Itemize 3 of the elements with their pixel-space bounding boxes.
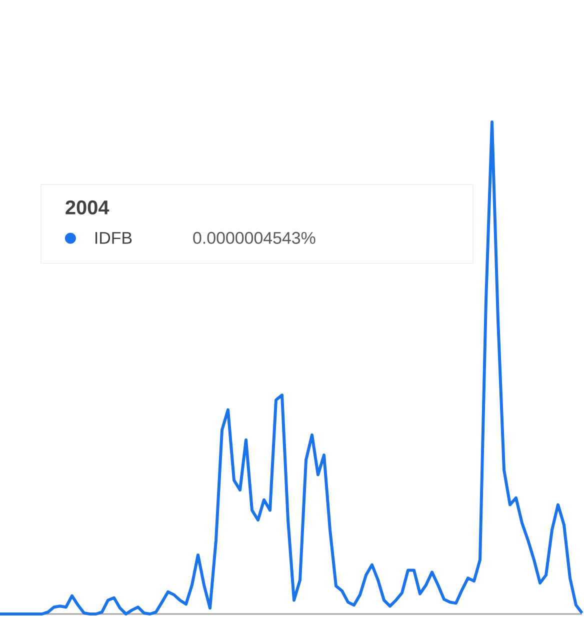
annotation: 0.0000004543% <box>193 232 316 244</box>
legend-title: 2004 <box>66 200 110 214</box>
legend-label: IDFB <box>96 232 132 244</box>
